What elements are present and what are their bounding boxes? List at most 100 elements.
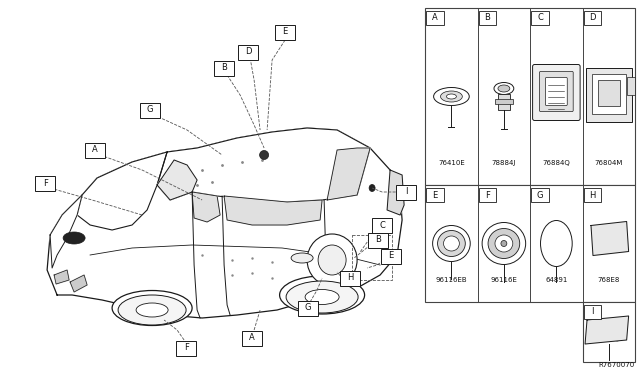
FancyBboxPatch shape [627,77,634,94]
Ellipse shape [63,232,85,244]
FancyBboxPatch shape [214,61,234,76]
Text: C: C [379,221,385,230]
Text: 64891: 64891 [545,277,568,283]
Text: E: E [282,28,288,36]
Text: B: B [375,235,381,244]
FancyBboxPatch shape [584,305,602,319]
FancyBboxPatch shape [531,11,549,25]
FancyBboxPatch shape [85,142,105,157]
Ellipse shape [136,303,168,317]
FancyBboxPatch shape [426,188,444,202]
Ellipse shape [291,253,313,263]
FancyBboxPatch shape [532,64,580,121]
Polygon shape [47,128,402,318]
Text: 76884Q: 76884Q [543,160,570,166]
Polygon shape [585,316,628,344]
FancyBboxPatch shape [238,45,258,60]
FancyBboxPatch shape [582,302,635,362]
Ellipse shape [260,151,269,160]
Polygon shape [327,148,370,200]
Polygon shape [192,192,220,222]
FancyBboxPatch shape [426,11,444,25]
Text: A: A [92,145,98,154]
Text: 96116E: 96116E [490,277,517,283]
Ellipse shape [438,231,465,257]
Text: I: I [405,187,407,196]
FancyBboxPatch shape [540,71,573,112]
Text: I: I [591,308,594,317]
Polygon shape [387,170,404,215]
FancyBboxPatch shape [584,188,602,202]
Polygon shape [591,221,628,256]
Ellipse shape [305,289,339,305]
FancyBboxPatch shape [586,67,632,122]
Ellipse shape [447,94,456,99]
Text: G: G [537,190,543,199]
Text: 768E9: 768E9 [598,337,620,343]
FancyBboxPatch shape [381,248,401,263]
FancyBboxPatch shape [242,330,262,346]
Text: D: D [245,48,252,57]
FancyBboxPatch shape [368,232,388,247]
Ellipse shape [440,91,462,102]
Polygon shape [157,128,370,202]
Text: D: D [589,13,596,22]
FancyBboxPatch shape [495,99,513,103]
FancyBboxPatch shape [275,25,295,39]
Polygon shape [157,160,197,200]
Text: H: H [347,273,353,282]
Text: G: G [147,106,154,115]
FancyBboxPatch shape [598,80,620,106]
Text: 78884J: 78884J [492,160,516,166]
Ellipse shape [498,85,510,92]
Ellipse shape [482,222,525,264]
Ellipse shape [433,225,470,262]
Ellipse shape [541,221,572,266]
FancyBboxPatch shape [140,103,160,118]
Text: C: C [537,13,543,22]
Text: F: F [184,343,189,353]
FancyBboxPatch shape [479,11,497,25]
Polygon shape [224,196,322,225]
Text: E: E [388,251,394,260]
Ellipse shape [434,87,469,106]
Text: F: F [43,179,47,187]
Text: G: G [305,304,311,312]
Ellipse shape [286,281,358,313]
Text: 76410E: 76410E [438,160,465,166]
Text: R7670070: R7670070 [599,362,635,368]
Ellipse shape [501,241,507,247]
Text: 76804M: 76804M [595,160,623,166]
Ellipse shape [369,185,375,192]
Text: B: B [484,13,490,22]
Ellipse shape [495,235,513,252]
Text: E: E [433,190,438,199]
Text: A: A [432,13,438,22]
FancyBboxPatch shape [425,185,635,302]
FancyBboxPatch shape [592,74,626,113]
Text: 96116EB: 96116EB [436,277,467,283]
Polygon shape [77,152,167,230]
FancyBboxPatch shape [479,188,497,202]
FancyBboxPatch shape [545,77,567,106]
Text: F: F [485,190,490,199]
Ellipse shape [280,276,365,314]
Ellipse shape [112,291,192,326]
FancyBboxPatch shape [584,11,602,25]
FancyBboxPatch shape [531,188,549,202]
FancyBboxPatch shape [372,218,392,232]
Text: 768E8: 768E8 [598,277,620,283]
Ellipse shape [494,83,514,94]
Ellipse shape [488,228,520,259]
Polygon shape [50,195,82,268]
Ellipse shape [118,295,186,325]
Polygon shape [70,275,87,292]
FancyBboxPatch shape [176,340,196,356]
Text: B: B [221,64,227,73]
Polygon shape [54,270,69,284]
Ellipse shape [307,234,357,286]
FancyBboxPatch shape [298,301,318,315]
FancyBboxPatch shape [498,93,510,109]
Ellipse shape [444,236,460,251]
FancyBboxPatch shape [425,8,635,185]
